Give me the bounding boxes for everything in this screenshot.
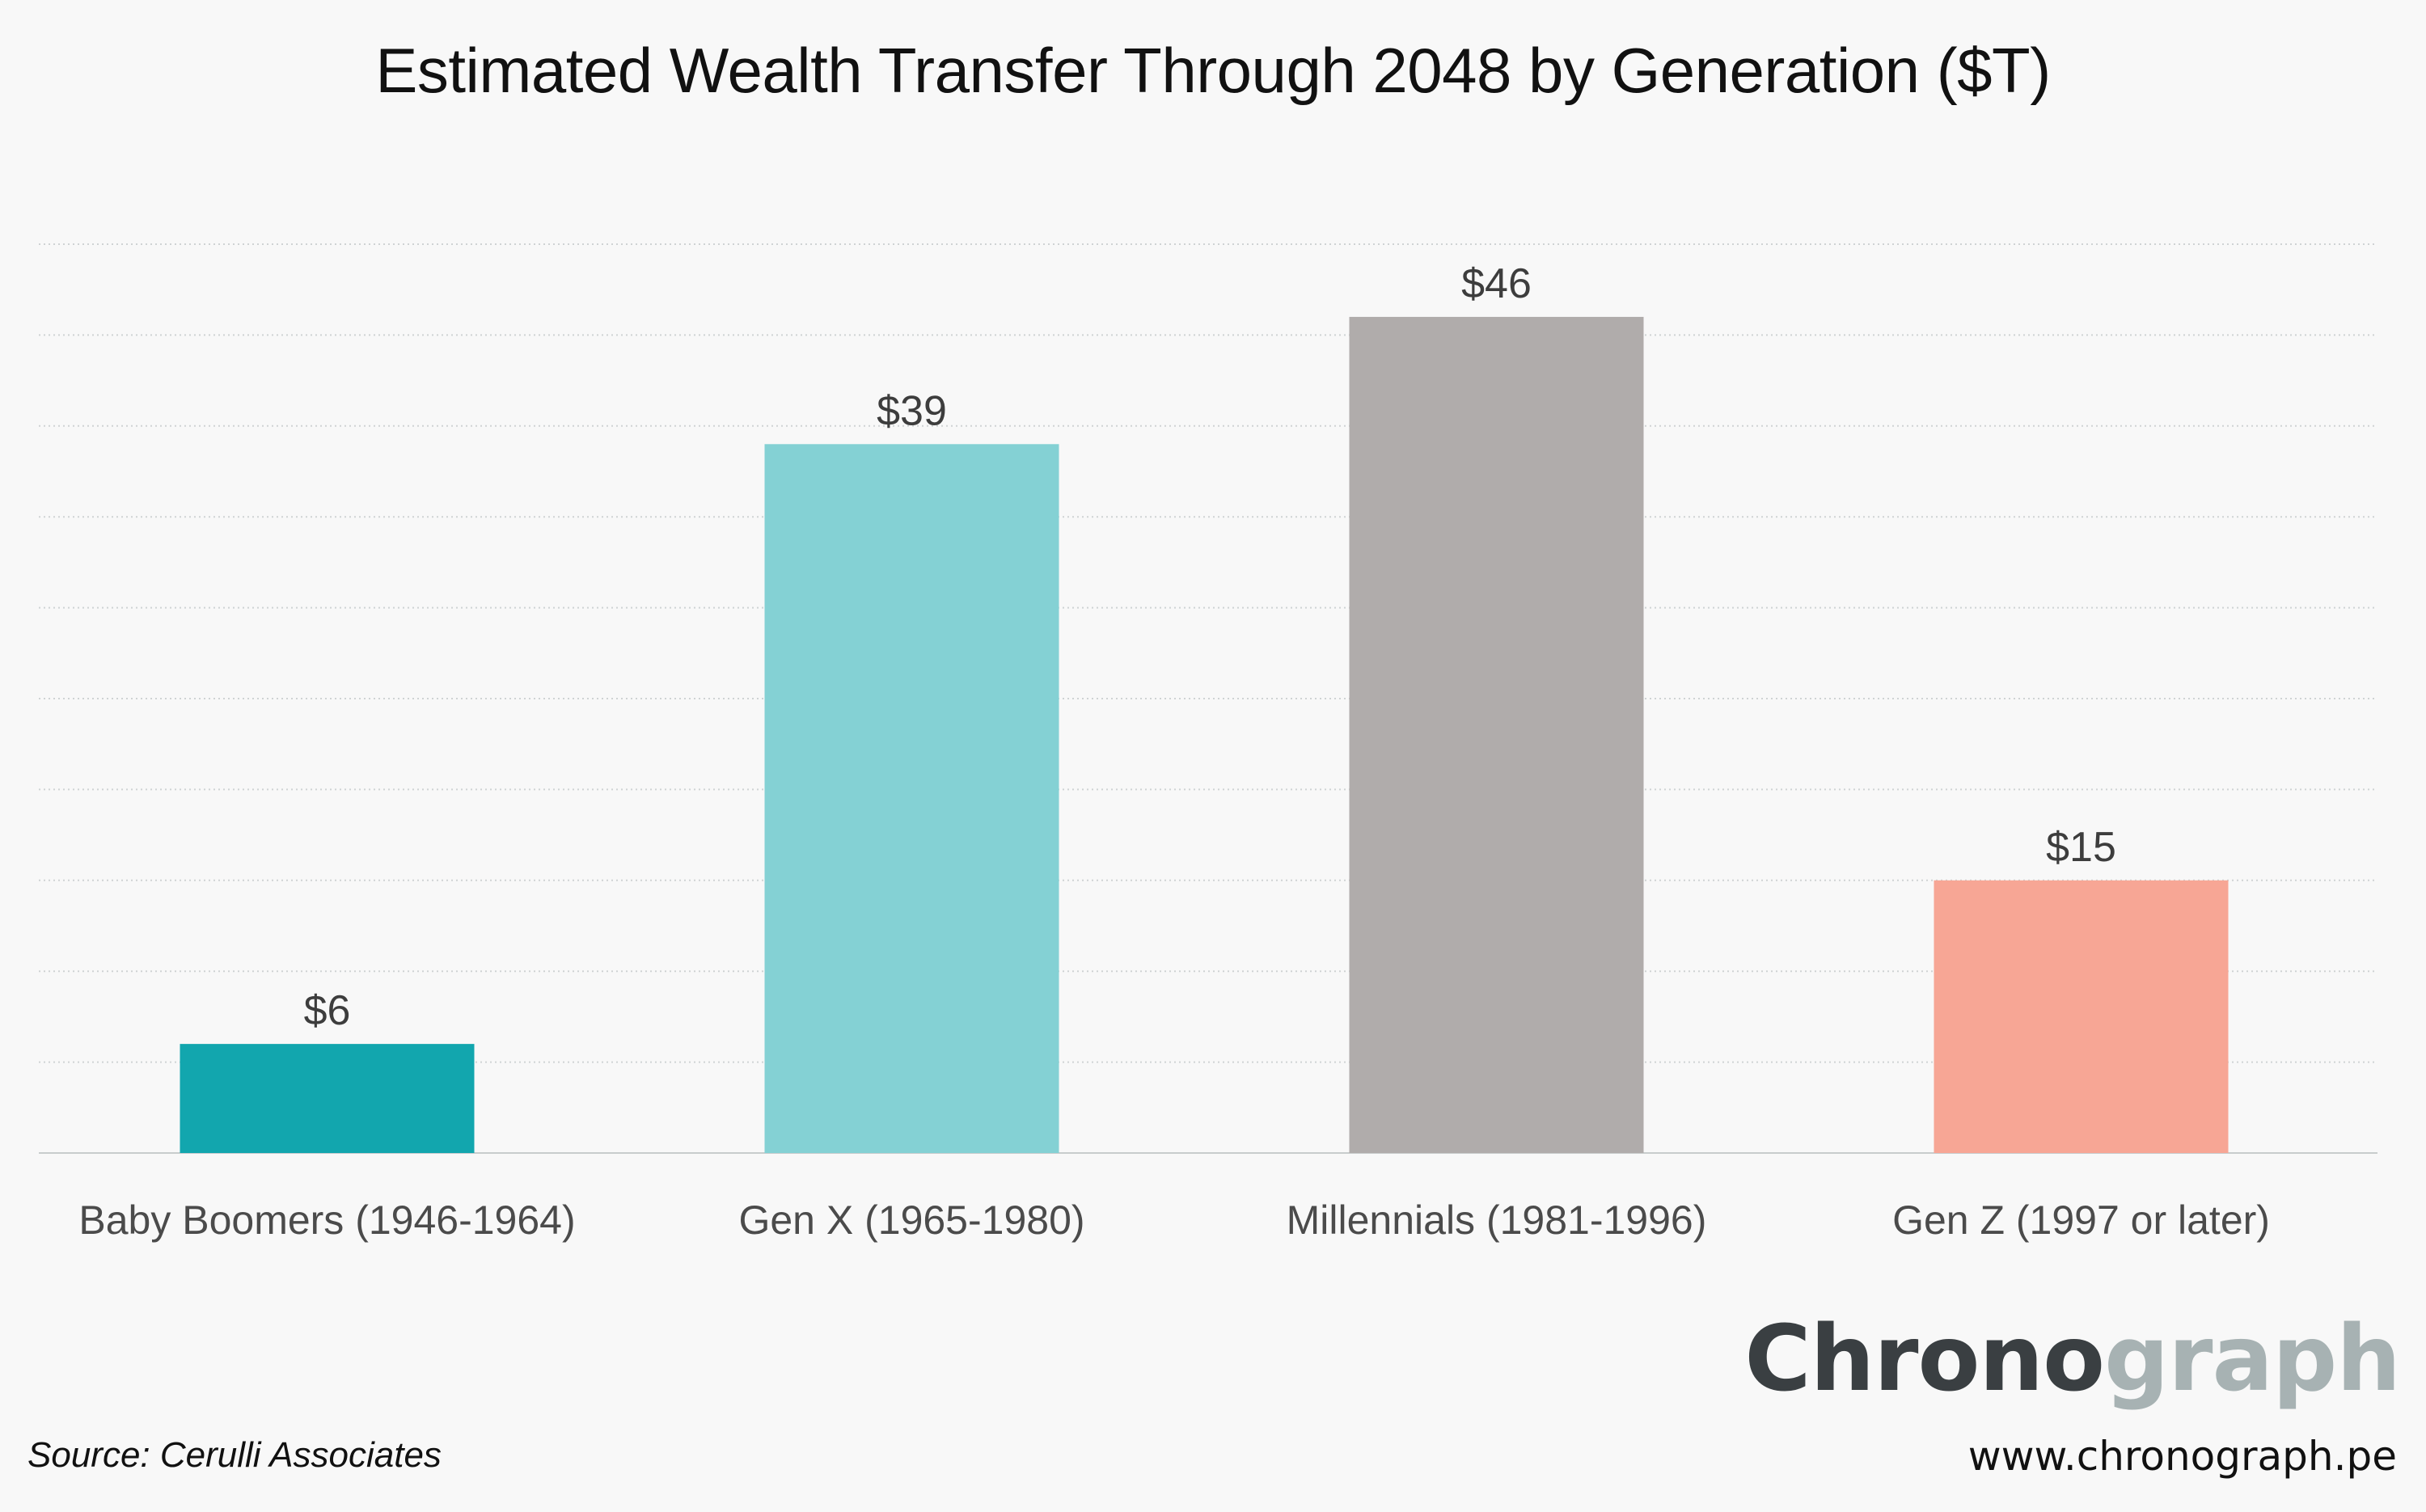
bars xyxy=(180,316,2229,1153)
bar-value-label: $6 xyxy=(304,987,351,1034)
bar-value-label: $39 xyxy=(877,387,947,434)
value-labels: $6 $39 $46 $15 xyxy=(304,260,2116,1034)
chronograph-logo: Chronograph xyxy=(1744,1314,2401,1404)
logo-part-graph: graph xyxy=(2104,1307,2401,1412)
category-tick-label: Gen Z (1997 or later) xyxy=(1892,1197,2270,1243)
bar xyxy=(1349,316,1644,1153)
bar xyxy=(180,1044,475,1153)
bar-value-label: $46 xyxy=(1461,260,1532,307)
chart-title: Estimated Wealth Transfer Through 2048 b… xyxy=(375,35,2051,106)
bar xyxy=(1934,880,2229,1153)
category-tick-label: Millennials (1981-1996) xyxy=(1287,1197,1707,1243)
logo-part-chrono: Chrono xyxy=(1744,1307,2105,1412)
category-labels: Baby Boomers (1946-1964) Gen X (1965-1980… xyxy=(78,1197,2270,1243)
source-note: Source: Cerulli Associates xyxy=(27,1435,442,1475)
category-tick-label: Baby Boomers (1946-1964) xyxy=(78,1197,575,1243)
bar-value-label: $15 xyxy=(2046,824,2116,871)
bar xyxy=(764,444,1059,1153)
category-tick-label: Gen X (1965-1980) xyxy=(738,1197,1084,1243)
website-url: www.chronograph.pe xyxy=(1967,1433,2397,1480)
